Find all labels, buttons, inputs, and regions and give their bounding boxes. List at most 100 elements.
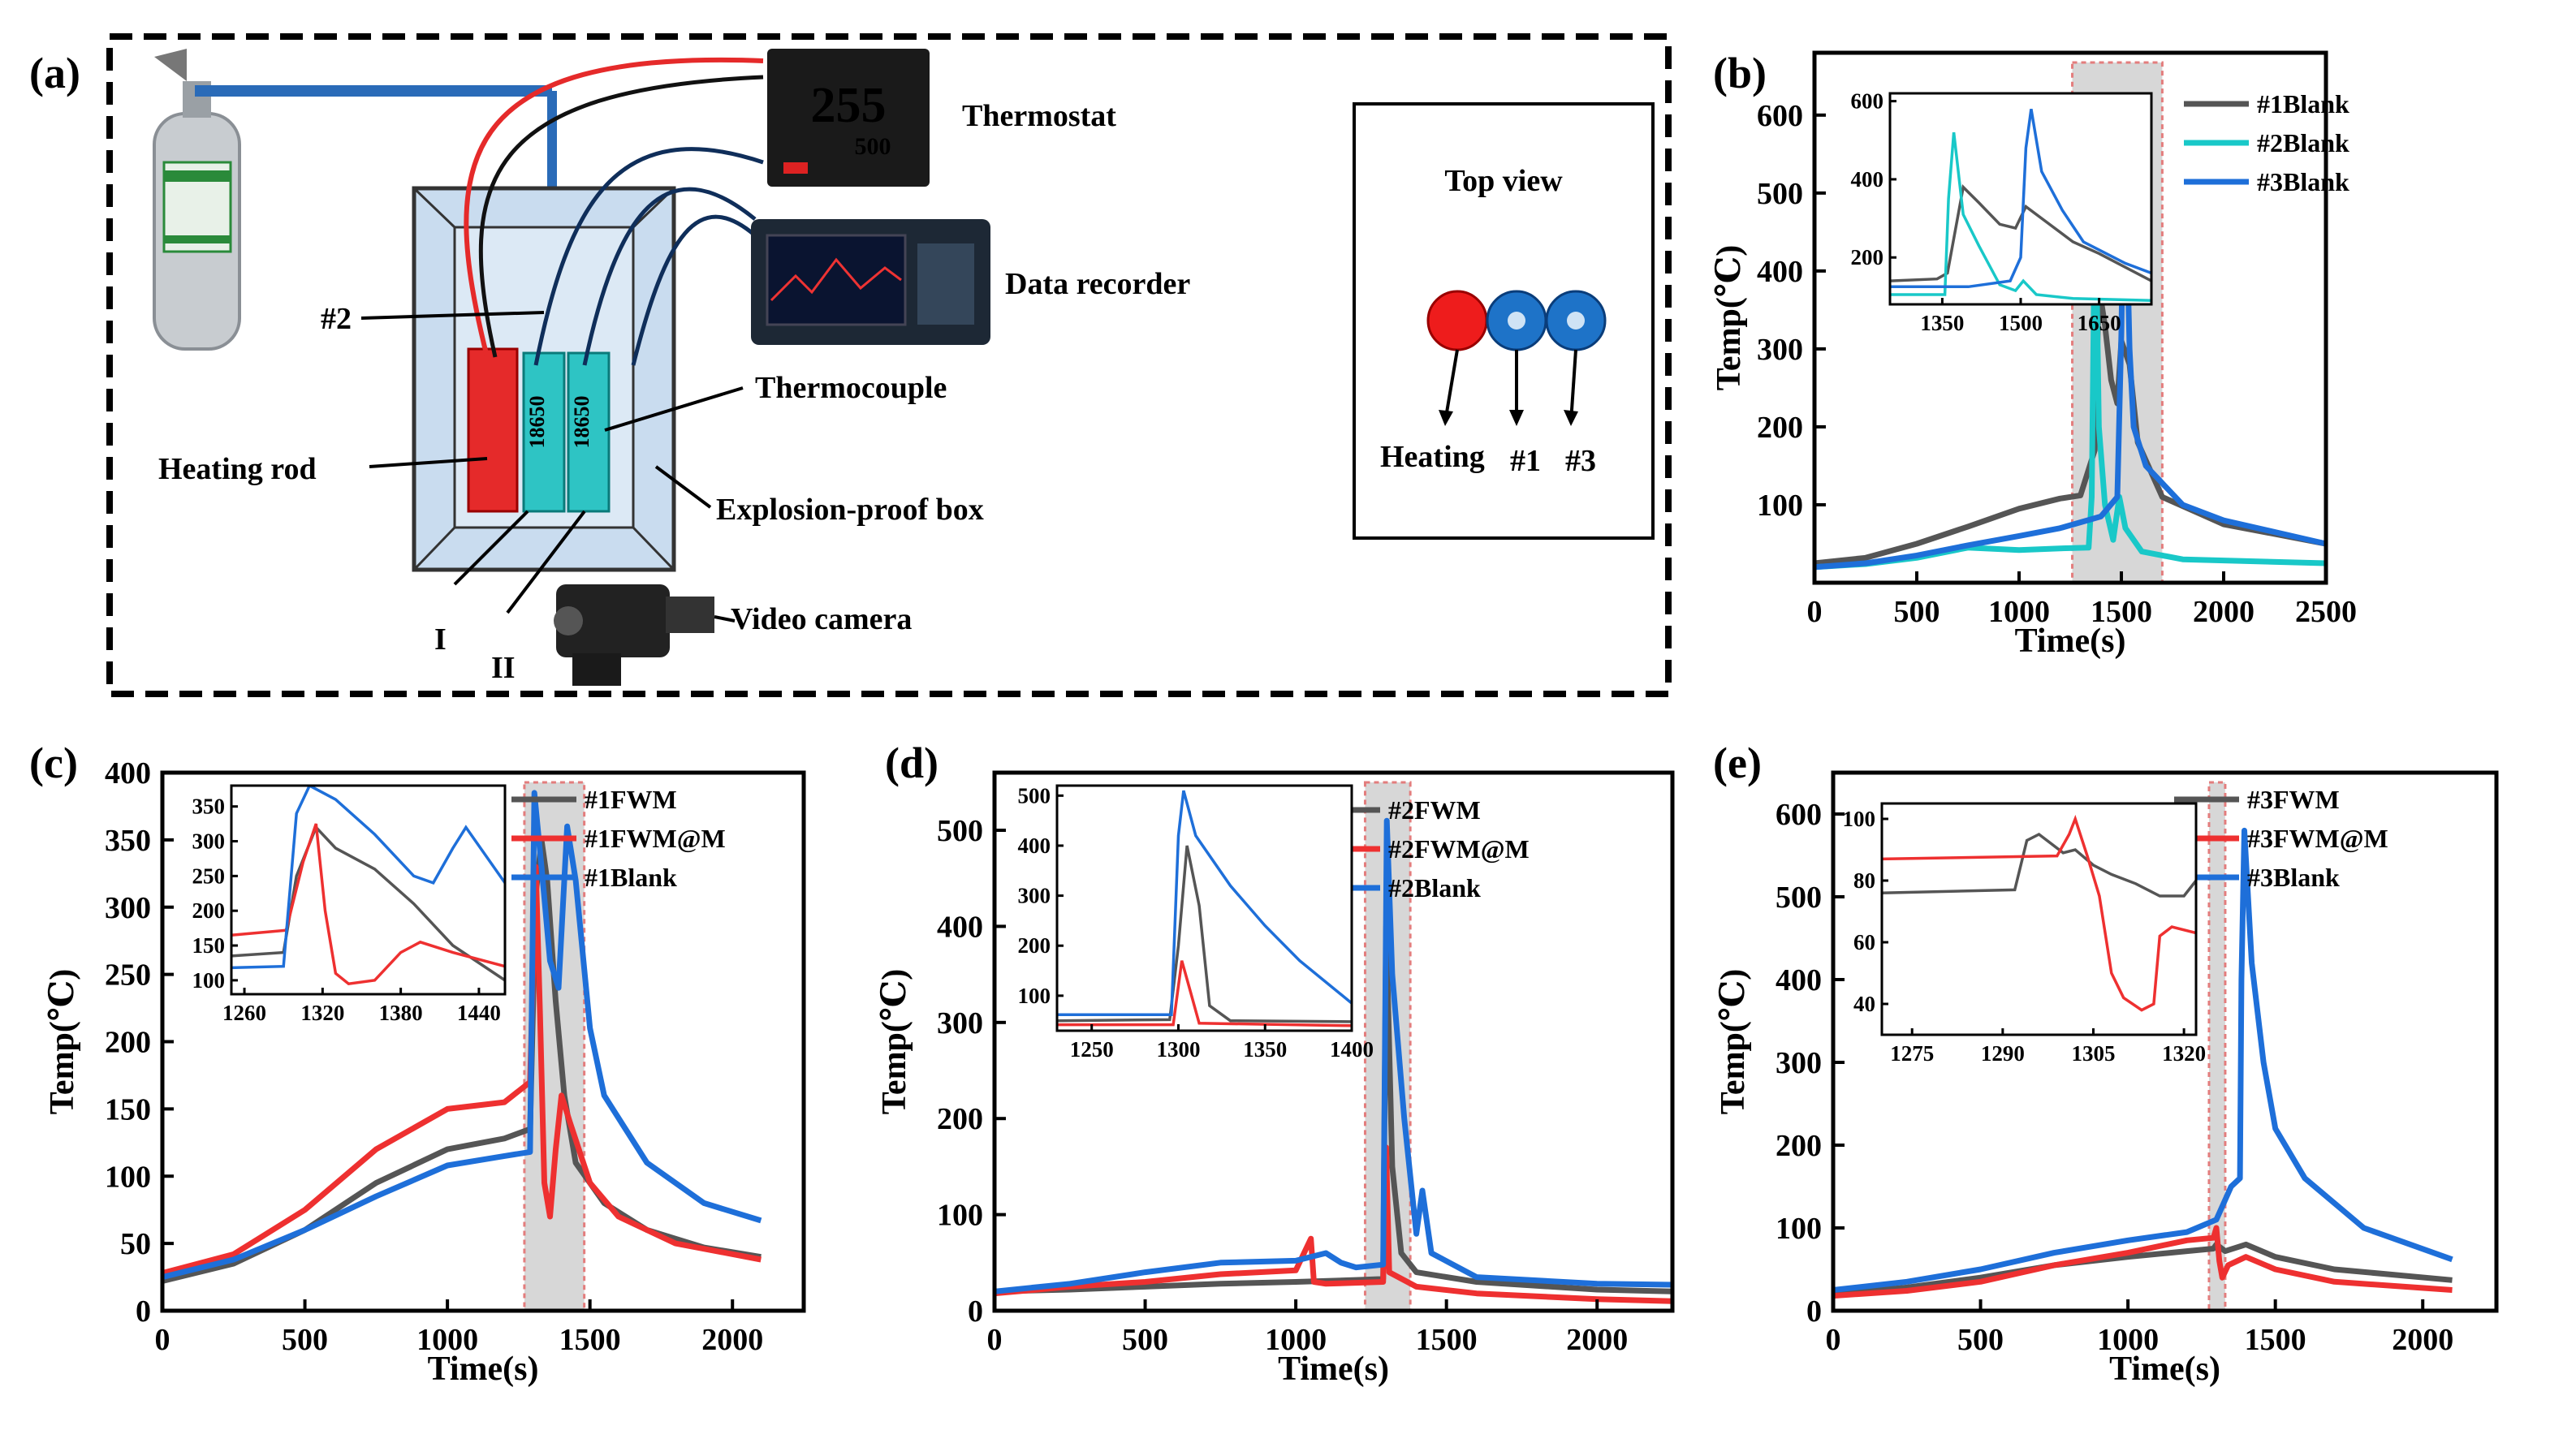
y-tick-label: 300 [1757, 333, 1803, 367]
series-line-#1Blank [162, 790, 762, 1280]
x-tick-label: 0 [1807, 595, 1823, 629]
plot-frame [992, 770, 1675, 1313]
inset-y-tick-label: 400 [1018, 833, 1051, 858]
panel-label: (e) [1713, 739, 1762, 787]
y-tick-label: 0 [136, 1294, 151, 1329]
y-tick-label: 100 [105, 1160, 151, 1194]
inset-y-tick-label: 400 [1851, 167, 1884, 192]
inset-y-tick-label: 40 [1853, 992, 1875, 1016]
inset-y-tick-label: 250 [192, 864, 226, 888]
x-tick-label: 2000 [2193, 595, 2255, 629]
inset-x-tick-label: 1275 [1890, 1041, 1934, 1066]
series-line-#1FWM@M [162, 864, 762, 1276]
x-tick-label: 500 [1122, 1323, 1168, 1357]
inset-frame [1880, 802, 2198, 1036]
y-tick-label: 150 [105, 1092, 151, 1126]
heating-rod-label: Heating rod [158, 452, 317, 486]
y-tick-label: 100 [1757, 489, 1803, 523]
series-line-#3FWM [1832, 1241, 2453, 1298]
x-axis-title: Time(s) [2015, 622, 2126, 660]
top-view-heating-label: Heating [1380, 440, 1485, 474]
y-tick-label: 600 [1757, 99, 1803, 133]
inset-x-tick-label: 1350 [1243, 1037, 1287, 1062]
x-tick-label: 1000 [2097, 1323, 2159, 1357]
cell-2-arrow [360, 311, 545, 320]
panel-a-label: (a) [29, 49, 80, 97]
y-tick-label: 0 [968, 1294, 983, 1329]
inset-chart: 1250 1300 1350 1400 100 200 300 400 500 [1018, 783, 1374, 1062]
inset-x-tick-label: 1290 [1981, 1041, 2025, 1066]
plot-frame [1831, 770, 2499, 1313]
y-axis-title: Temp(℃) [44, 969, 81, 1114]
y-tick-label: 50 [120, 1227, 151, 1261]
inset-x-tick-label: 1305 [2071, 1041, 2115, 1066]
chart-d: (d) 0 500 1000 1500 2000 0 100 200 300 400 500 Time(… [876, 739, 1675, 1388]
inset-x-tick-label: 1320 [2162, 1041, 2206, 1066]
y-tick-label: 200 [937, 1102, 983, 1136]
y-tick-label: 600 [1776, 798, 1822, 832]
series-line-#2FWM@M [994, 1144, 1673, 1304]
legend-label: #3Blank [2247, 863, 2340, 892]
video-camera-arrow [714, 615, 736, 622]
x-axis-title: Time(s) [428, 1350, 539, 1388]
x-axis-title: Time(s) [1278, 1350, 1389, 1388]
x-tick-label: 1000 [416, 1323, 478, 1357]
video-camera-icon [554, 584, 714, 686]
inset-y-tick-label: 500 [1018, 783, 1051, 808]
highlight-region [2207, 781, 2227, 1312]
x-tick-label: 500 [282, 1323, 328, 1357]
inset-chart: 1260 1320 1380 1440 100 150 200 250 300 350 [192, 784, 507, 1025]
inset-y-tick-label: 150 [192, 933, 226, 958]
x-tick-label: 0 [1826, 1323, 1841, 1357]
battery-1-icon: 18650 [522, 351, 566, 513]
inset-series-line-#2Blank [1057, 790, 1352, 1017]
y-axis-title: Temp(℃) [1711, 245, 1748, 390]
inset-x-tick-label: 1380 [379, 1001, 423, 1025]
thermocouple-label: Thermocouple [755, 371, 947, 405]
top-view-cell1-label: #1 [1510, 444, 1541, 478]
thermostat-label: Thermostat [962, 99, 1116, 133]
y-tick-label: 300 [1776, 1046, 1822, 1080]
inset-y-tick-label: 100 [1018, 984, 1051, 1008]
inset-series-line-#2Blank [1890, 131, 2151, 302]
x-tick-label: 1500 [2091, 595, 2152, 629]
y-axis-title: Temp(℃) [1715, 969, 1752, 1114]
y-tick-label: 500 [937, 814, 983, 848]
x-tick-label: 1500 [559, 1323, 621, 1357]
y-tick-label: 500 [1776, 881, 1822, 915]
x-tick-label: 2000 [1566, 1323, 1628, 1357]
y-tick-label: 300 [105, 891, 151, 925]
inset-background [231, 786, 505, 994]
inset-y-tick-label: 600 [1851, 89, 1884, 114]
cell-II-label: II [491, 651, 516, 685]
setup-frame [106, 33, 1672, 697]
x-tick-label: 2000 [701, 1323, 763, 1357]
panel-label: (d) [885, 739, 938, 787]
y-tick-label: 100 [937, 1199, 983, 1233]
inset-series-line-#3Blank [1890, 109, 2151, 289]
inset-x-tick-label: 1400 [1330, 1037, 1374, 1062]
legend-label: #1FWM [585, 785, 677, 814]
inset-chart: 1275 1290 1305 1320 40 60 80 100 [1843, 802, 2206, 1066]
inset-chart: 1350 1500 1650 200 400 600 [1851, 89, 2153, 335]
chart-b: (b) 0 500 1000 1500 2000 2500 100 200 300 400 500 60… [1711, 49, 2357, 660]
inset-x-tick-label: 1440 [457, 1001, 501, 1025]
x-tick-label: 1000 [1265, 1323, 1327, 1357]
y-tick-label: 400 [937, 910, 983, 944]
inset-series-line-#3FWM [1882, 832, 2196, 898]
top-view-title: Top view [1444, 164, 1563, 198]
x-tick-label: 1000 [1988, 595, 2050, 629]
inset-frame [230, 784, 507, 996]
legend-label: #3FWM@M [2247, 824, 2388, 853]
x-tick-label: 500 [1957, 1323, 2004, 1357]
panel-label: (c) [29, 739, 78, 787]
thermostat-display-main: 255 [811, 78, 887, 133]
top-view-box: Top view Heating #1 #3 [1353, 102, 1655, 540]
thermocouple-wire-2 [582, 187, 757, 366]
red-wire [464, 57, 764, 358]
black-wire [478, 75, 764, 358]
y-tick-label: 100 [1776, 1212, 1822, 1246]
battery-2-icon: 18650 [567, 351, 611, 513]
thermocouple-wire-1 [533, 147, 764, 366]
